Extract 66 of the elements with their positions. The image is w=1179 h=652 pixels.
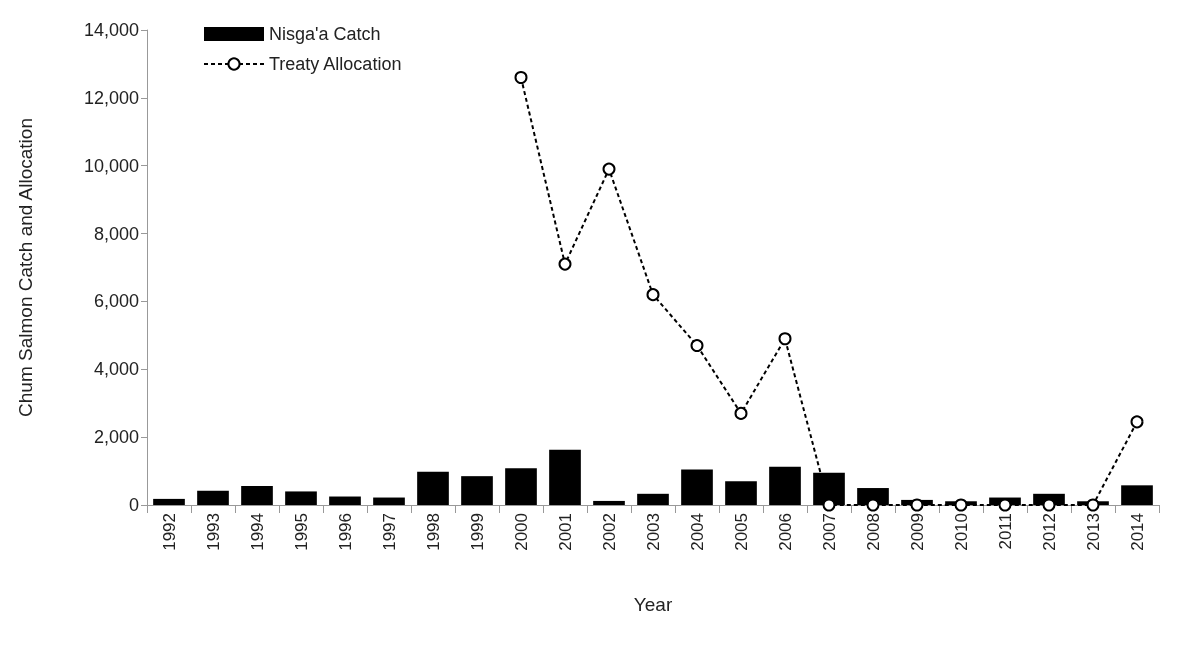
x-tick-label: 2009 (907, 513, 927, 551)
point (822, 498, 836, 512)
x-tick-label: 2001 (555, 513, 575, 551)
bar (373, 497, 405, 505)
point (1086, 498, 1100, 512)
bar (593, 500, 625, 505)
bar (417, 471, 449, 505)
x-axis-title: Year (633, 594, 673, 615)
y-tick-label: 8,000 (93, 223, 139, 244)
x-tick-label: 2008 (863, 513, 883, 551)
y-tick-label: 10,000 (83, 155, 139, 176)
x-tick-label: 1993 (203, 513, 223, 551)
x-tick-label: 1999 (467, 513, 487, 551)
point (866, 498, 880, 512)
x-tick-label: 2013 (1083, 513, 1103, 551)
bar (153, 498, 185, 505)
bar (769, 466, 801, 505)
legend-label: Nisga'a Catch (269, 24, 381, 44)
point (734, 406, 748, 420)
point (998, 498, 1012, 512)
y-tick-label: 2,000 (93, 427, 139, 448)
x-tick-label: 1994 (247, 513, 267, 551)
bar (285, 491, 317, 505)
x-tick-label: 2014 (1127, 513, 1147, 551)
bar (549, 449, 581, 505)
y-axis-title: Chum Salmon Catch and Allocation (15, 118, 36, 417)
x-tick-label: 2011 (995, 513, 1015, 550)
y-tick-label: 12,000 (83, 87, 139, 108)
bar (1121, 485, 1153, 505)
point (602, 162, 616, 176)
bar (197, 490, 229, 505)
point (954, 498, 968, 512)
y-tick-label: 4,000 (93, 359, 139, 380)
y-tick-label: 14,000 (83, 20, 139, 40)
x-tick-label: 1998 (423, 513, 443, 551)
x-tick-label: 2007 (819, 513, 839, 551)
point (514, 71, 528, 84)
x-tick-label: 1996 (335, 513, 355, 551)
bar (637, 493, 669, 505)
point (910, 498, 924, 512)
x-tick-label: 2004 (687, 513, 707, 551)
x-tick-label: 2003 (643, 513, 663, 551)
x-tick-label: 1992 (159, 513, 179, 551)
x-tick-label: 1997 (379, 513, 399, 551)
y-tick-label: 6,000 (93, 291, 139, 312)
point (558, 257, 572, 271)
bar (329, 496, 361, 505)
point (778, 332, 792, 346)
point (1130, 415, 1144, 429)
bar (241, 486, 273, 505)
x-tick-label: 2002 (599, 513, 619, 551)
bar (461, 476, 493, 505)
bar (725, 481, 757, 505)
x-tick-label: 1995 (291, 513, 311, 551)
x-tick-label: 2012 (1039, 513, 1059, 551)
x-tick-label: 2005 (731, 513, 751, 551)
x-tick-label: 2000 (511, 513, 531, 551)
legend-label: Treaty Allocation (269, 54, 402, 74)
point (690, 339, 704, 353)
x-tick-label: 2010 (951, 513, 971, 551)
bar (505, 468, 537, 505)
x-tick-label: 2006 (775, 513, 795, 551)
y-tick-label: 0 (128, 495, 139, 515)
bar (681, 469, 713, 505)
point (646, 288, 660, 302)
point (1042, 498, 1056, 512)
